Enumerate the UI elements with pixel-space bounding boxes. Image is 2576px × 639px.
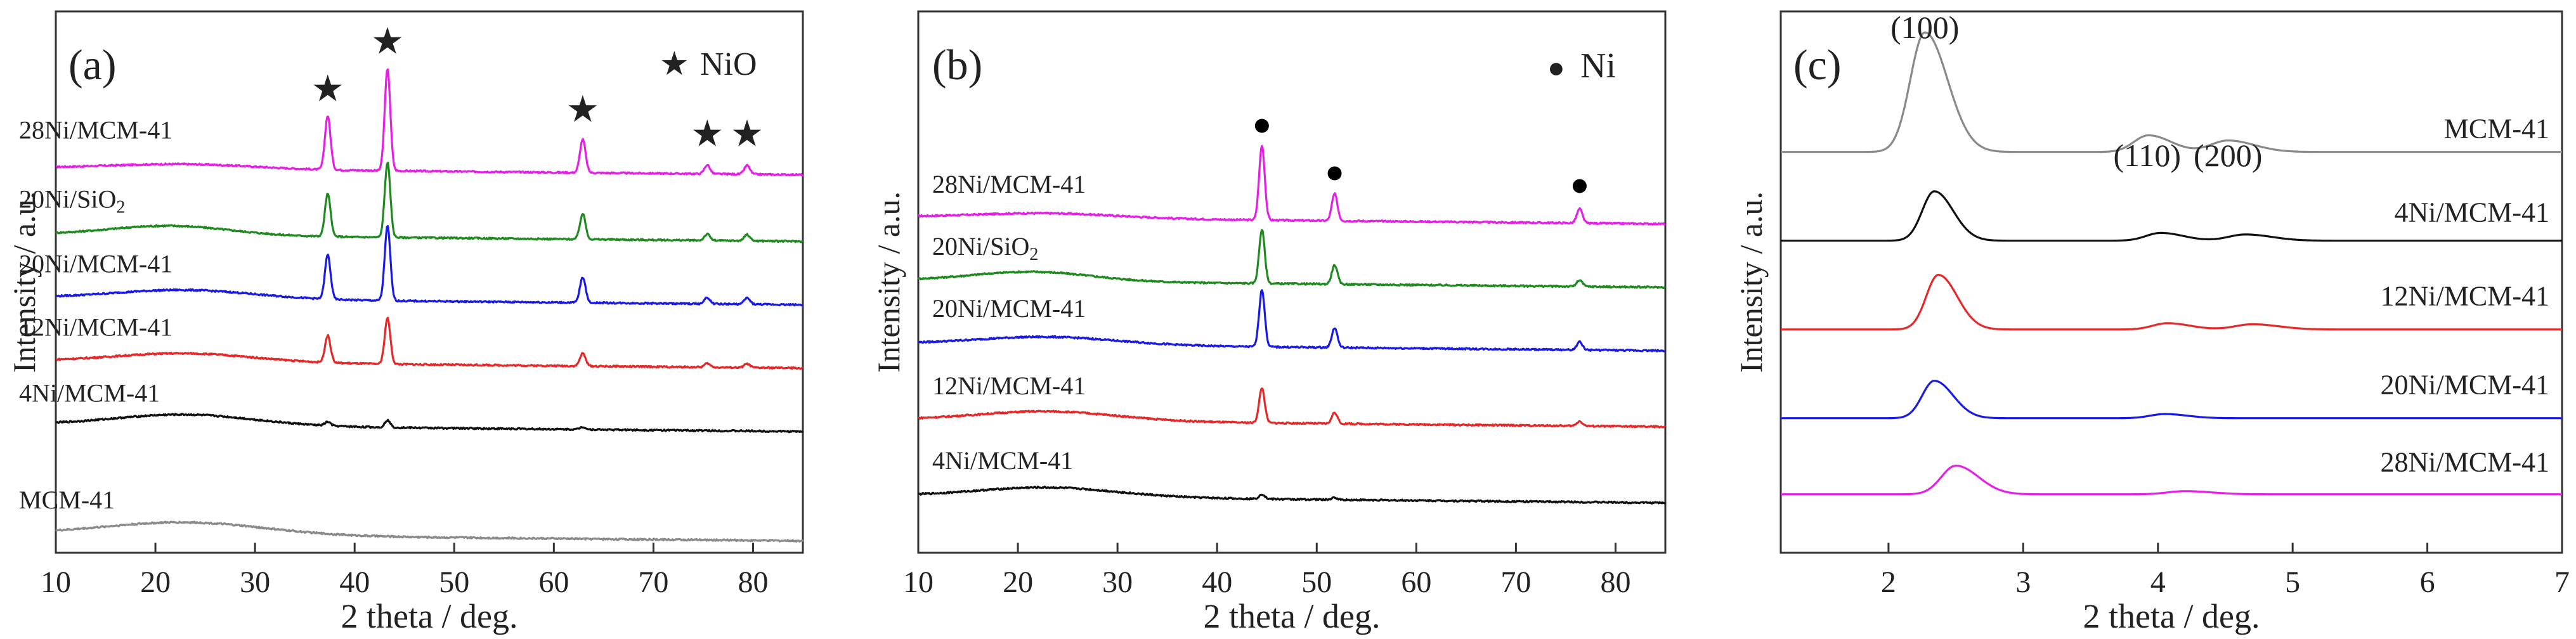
0-tick-label: 50 bbox=[439, 565, 469, 599]
series-label-4ni-mcm-41: 4Ni/MCM-41 bbox=[2395, 197, 2549, 228]
nio-peak-star: ★ bbox=[566, 89, 599, 130]
panel-b: 10 20 30 40 50 60 70 80 28Ni/MCM-41 20Ni/SiO2 20N… bbox=[871, 10, 1667, 635]
panel-a: 10 20 30 40 50 60 70 80 ★★★★ ★ 28Ni/MCM-4120Ni/S… bbox=[6, 10, 804, 635]
0-tick-label: 20 bbox=[140, 565, 171, 599]
panel-a-legend-symbol: ★ bbox=[660, 46, 689, 82]
2-tick-label: 6 bbox=[2420, 565, 2435, 599]
2-tick-label: 5 bbox=[2285, 565, 2300, 599]
panel-a-frame bbox=[55, 10, 804, 554]
series-label-20ni-mcm-41: 20Ni/MCM-41 bbox=[19, 250, 172, 278]
ni-peak-dot bbox=[1327, 166, 1342, 181]
series-line-12ni-mcm-41 bbox=[918, 387, 1666, 429]
series-line-28ni-mcm-41 bbox=[918, 145, 1666, 226]
series-label-12ni-mcm-41: 12Ni/MCM-41 bbox=[2381, 281, 2549, 312]
series-line-20ni-mcm-41 bbox=[1781, 380, 2562, 420]
panel-a-legend-label: NiO bbox=[700, 46, 757, 82]
panel-c-peak-labels: (100) (110) (200) bbox=[1890, 10, 2262, 173]
panel-b-legend-symbol: ● bbox=[1547, 51, 1565, 84]
nio-peak-star: ★ bbox=[371, 21, 404, 62]
panel-c-label: (c) bbox=[1793, 41, 1841, 89]
0-tick-label: 80 bbox=[738, 565, 768, 599]
panel-c: 2 3 4 5 6 7 (100) (110) (200) MCM-41 4Ni/MCM-41 1… bbox=[1733, 10, 2570, 635]
panel-c-xticks: 2 3 4 5 6 7 bbox=[1881, 543, 2570, 599]
panel-a-ylabel: Intensity / a.u. bbox=[6, 191, 42, 373]
nio-peak-star: ★ bbox=[311, 68, 344, 110]
1-tick-label: 40 bbox=[1202, 565, 1232, 599]
series-line-20ni-mcm-41 bbox=[55, 225, 803, 307]
series-line-20ni-sio2 bbox=[917, 229, 1666, 289]
panel-c-series bbox=[1781, 31, 2562, 496]
series-label-12ni-mcm-41: 12Ni/MCM-41 bbox=[19, 313, 172, 342]
series-line-28ni-mcm-41 bbox=[1781, 465, 2562, 496]
series-label-20ni-sio2: 20Ni/SiO2 bbox=[932, 232, 1038, 264]
1-tick-label: 60 bbox=[1401, 565, 1431, 599]
2-tick-label: 3 bbox=[2015, 565, 2031, 599]
panel-a-label: (a) bbox=[68, 41, 116, 89]
series-line-12ni-mcm-41 bbox=[1781, 274, 2562, 331]
panel-c-ylabel: Intensity / a.u. bbox=[1733, 191, 1769, 373]
panel-a-series bbox=[55, 68, 804, 543]
0-tick-label: 40 bbox=[339, 565, 370, 599]
0-tick-label: 10 bbox=[41, 565, 71, 599]
2-tick-label: 4 bbox=[2150, 565, 2166, 599]
series-label-4ni-mcm-41: 4Ni/MCM-41 bbox=[932, 446, 1073, 475]
ni-peak-dot bbox=[1254, 119, 1269, 133]
2-tick-label: 2 bbox=[1881, 565, 1896, 599]
2-tick-label: 7 bbox=[2554, 565, 2570, 599]
1-tick-label: 20 bbox=[1003, 565, 1033, 599]
series-line-4ni-mcm-41 bbox=[55, 413, 804, 434]
panel-a-xticks: 10 20 30 40 50 60 70 80 bbox=[41, 543, 768, 599]
panel-a-xlabel: 2 theta / deg. bbox=[341, 597, 518, 635]
series-line-28ni-mcm-41 bbox=[55, 68, 803, 177]
miller-index-label: (110) bbox=[2114, 138, 2181, 173]
0-tick-label: 70 bbox=[638, 565, 668, 599]
panel-c-frame bbox=[1779, 10, 2563, 554]
nio-peak-star: ★ bbox=[691, 113, 724, 155]
panel-c-series-labels: MCM-41 4Ni/MCM-41 12Ni/MCM-41 20Ni/MCM-41 28… bbox=[2381, 113, 2549, 478]
panel-b-label: (b) bbox=[932, 41, 982, 89]
series-label-20ni-mcm-41: 20Ni/MCM-41 bbox=[932, 294, 1086, 323]
0-tick-label: 60 bbox=[538, 565, 569, 599]
panel-b-xticks: 10 20 30 40 50 60 70 80 bbox=[903, 543, 1630, 599]
miller-index-label: (100) bbox=[1890, 10, 1959, 45]
panel-c-xlabel: 2 theta / deg. bbox=[2083, 597, 2260, 635]
series-line-12ni-mcm-41 bbox=[55, 316, 803, 370]
0-tick-label: 30 bbox=[240, 565, 270, 599]
panel-a-peak-markers: ★★★★ ★ bbox=[311, 21, 764, 155]
series-line-4ni-mcm-41 bbox=[918, 486, 1667, 505]
panel-b-frame bbox=[917, 10, 1667, 554]
panel-b-xlabel: 2 theta / deg. bbox=[1204, 597, 1381, 635]
1-tick-label: 50 bbox=[1301, 565, 1332, 599]
panel-b-ylabel: Intensity / a.u. bbox=[871, 191, 906, 373]
1-tick-label: 10 bbox=[903, 565, 933, 599]
series-line-mcm-41 bbox=[1781, 31, 2562, 153]
series-label-28ni-mcm-41: 28Ni/MCM-41 bbox=[19, 116, 172, 145]
series-line-20ni-sio2 bbox=[55, 162, 803, 243]
series-label-mcm-41: MCM-41 bbox=[2444, 113, 2549, 145]
panel-b-series bbox=[917, 145, 1667, 505]
series-label-28ni-mcm-41: 28Ni/MCM-41 bbox=[2381, 447, 2549, 478]
miller-index-label: (200) bbox=[2194, 138, 2262, 173]
series-line-mcm-41 bbox=[55, 520, 804, 543]
series-label-20ni-sio2: 20Ni/SiO2 bbox=[19, 185, 125, 217]
series-label-mcm-41: MCM-41 bbox=[19, 486, 115, 514]
series-label-4ni-mcm-41: 4Ni/MCM-41 bbox=[19, 379, 160, 408]
panel-b-peak-markers bbox=[1254, 119, 1587, 193]
nio-peak-star: ★ bbox=[731, 113, 764, 155]
1-tick-label: 70 bbox=[1500, 565, 1531, 599]
panel-b-series-labels: 28Ni/MCM-41 20Ni/SiO2 20Ni/MCM-41 12Ni/MCM-… bbox=[932, 170, 1086, 475]
series-line-4ni-mcm-41 bbox=[1781, 190, 2562, 242]
panel-b-legend-label: Ni bbox=[1580, 46, 1616, 86]
1-tick-label: 30 bbox=[1102, 565, 1133, 599]
1-tick-label: 80 bbox=[1600, 565, 1630, 599]
ni-peak-dot bbox=[1572, 179, 1587, 193]
series-line-20ni-mcm-41 bbox=[918, 289, 1666, 352]
series-label-12ni-mcm-41: 12Ni/MCM-41 bbox=[932, 371, 1086, 400]
series-label-28ni-mcm-41: 28Ni/MCM-41 bbox=[932, 170, 1086, 198]
panel-a-series-labels: 28Ni/MCM-41 20Ni/SiO2 20Ni/MCM-41 12Ni/MCM-… bbox=[19, 116, 172, 515]
series-label-20ni-mcm-41: 20Ni/MCM-41 bbox=[2381, 370, 2549, 401]
